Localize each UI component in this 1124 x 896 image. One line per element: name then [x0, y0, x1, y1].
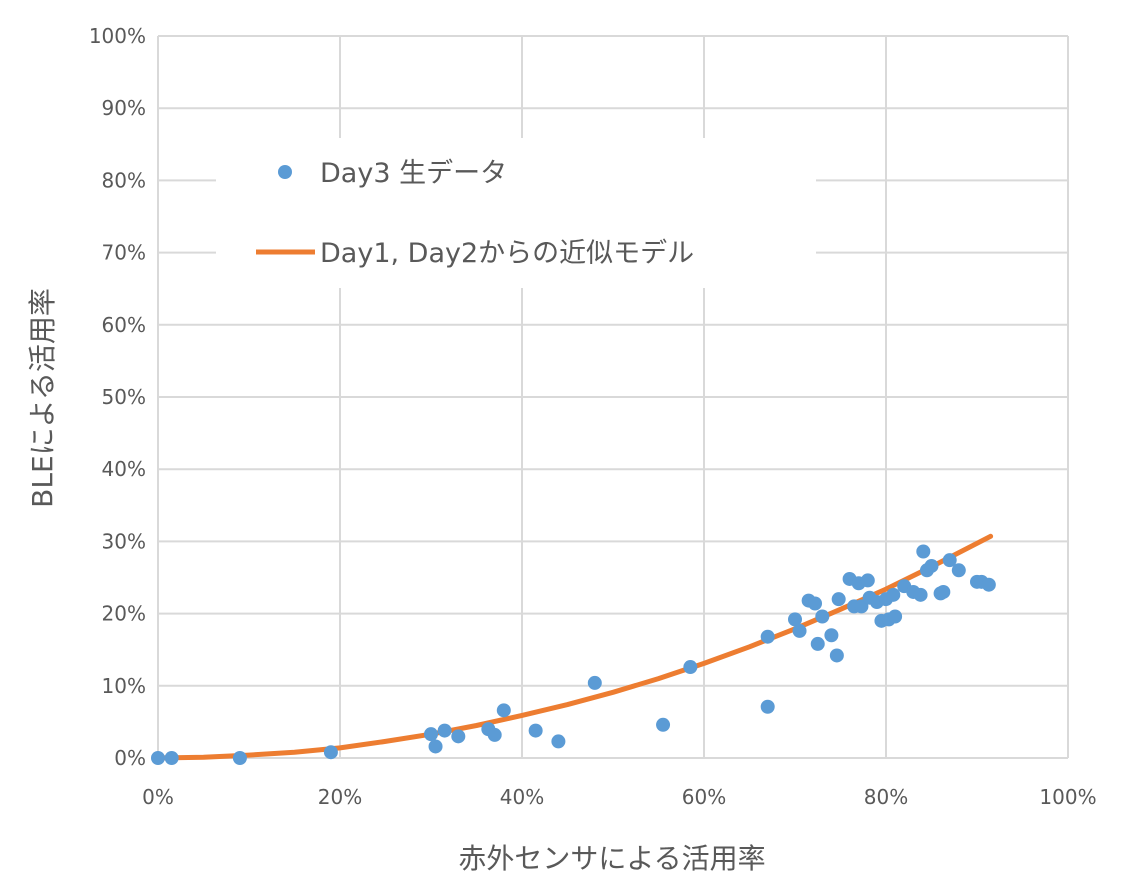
data-point [760, 629, 775, 644]
data-point [792, 623, 807, 638]
data-point [451, 729, 466, 744]
data-point [551, 734, 566, 749]
data-point [808, 596, 823, 611]
x-tick-label: 100% [1039, 785, 1096, 809]
y-tick-label: 70% [102, 241, 146, 265]
data-point [888, 609, 903, 624]
legend-label-line: Day1, Day2からの近似モデル [320, 238, 694, 269]
y-tick-label: 0% [114, 746, 146, 770]
data-point [886, 587, 901, 602]
legend: Day3 生データ Day1, Day2からの近似モデル [216, 138, 816, 288]
y-tick-label: 20% [102, 602, 146, 626]
y-tick-label: 60% [102, 313, 146, 337]
y-tick-label: 40% [102, 457, 146, 481]
data-point [860, 573, 875, 588]
data-point [528, 723, 543, 738]
x-axis-title: 赤外センサによる活用率 [458, 842, 765, 875]
x-tick-label: 0% [142, 785, 174, 809]
model-curve-line [155, 533, 994, 761]
data-point [913, 587, 928, 602]
data-point [164, 751, 179, 765]
data-point [936, 584, 951, 599]
y-tick-label: 30% [102, 529, 146, 553]
data-point [981, 577, 996, 592]
x-tick-label: 40% [500, 785, 544, 809]
data-point [831, 592, 846, 607]
data-point [428, 739, 443, 754]
data-point [788, 612, 802, 627]
data-point [487, 727, 502, 742]
data-point [916, 544, 931, 559]
y-tick-label: 90% [102, 96, 146, 120]
data-point [151, 751, 165, 765]
data-point [815, 609, 830, 624]
y-tick-label: 50% [102, 385, 146, 409]
legend-label-scatter: Day3 生データ [320, 158, 507, 189]
data-point [829, 648, 844, 663]
data-point [760, 699, 775, 714]
data-point [496, 703, 511, 718]
data-point [424, 727, 438, 742]
data-point [810, 636, 825, 651]
data-point [656, 717, 671, 732]
x-tick-label: 80% [864, 785, 908, 809]
data-point [683, 660, 698, 675]
data-point [232, 751, 247, 765]
data-point [323, 745, 338, 760]
data-point [824, 628, 839, 643]
data-point [951, 563, 966, 578]
data-point [924, 558, 939, 573]
y-tick-label: 100% [89, 24, 146, 48]
y-tick-label: 80% [102, 168, 146, 192]
data-point [437, 723, 452, 738]
x-tick-label: 60% [682, 785, 726, 809]
x-tick-label: 20% [318, 785, 362, 809]
data-point [587, 675, 602, 690]
y-axis-title: BLEによる活用率 [26, 288, 59, 508]
y-tick-label: 10% [102, 674, 146, 698]
legend-scatter-marker [278, 165, 292, 179]
data-point [942, 553, 957, 568]
legend-background [216, 138, 816, 288]
